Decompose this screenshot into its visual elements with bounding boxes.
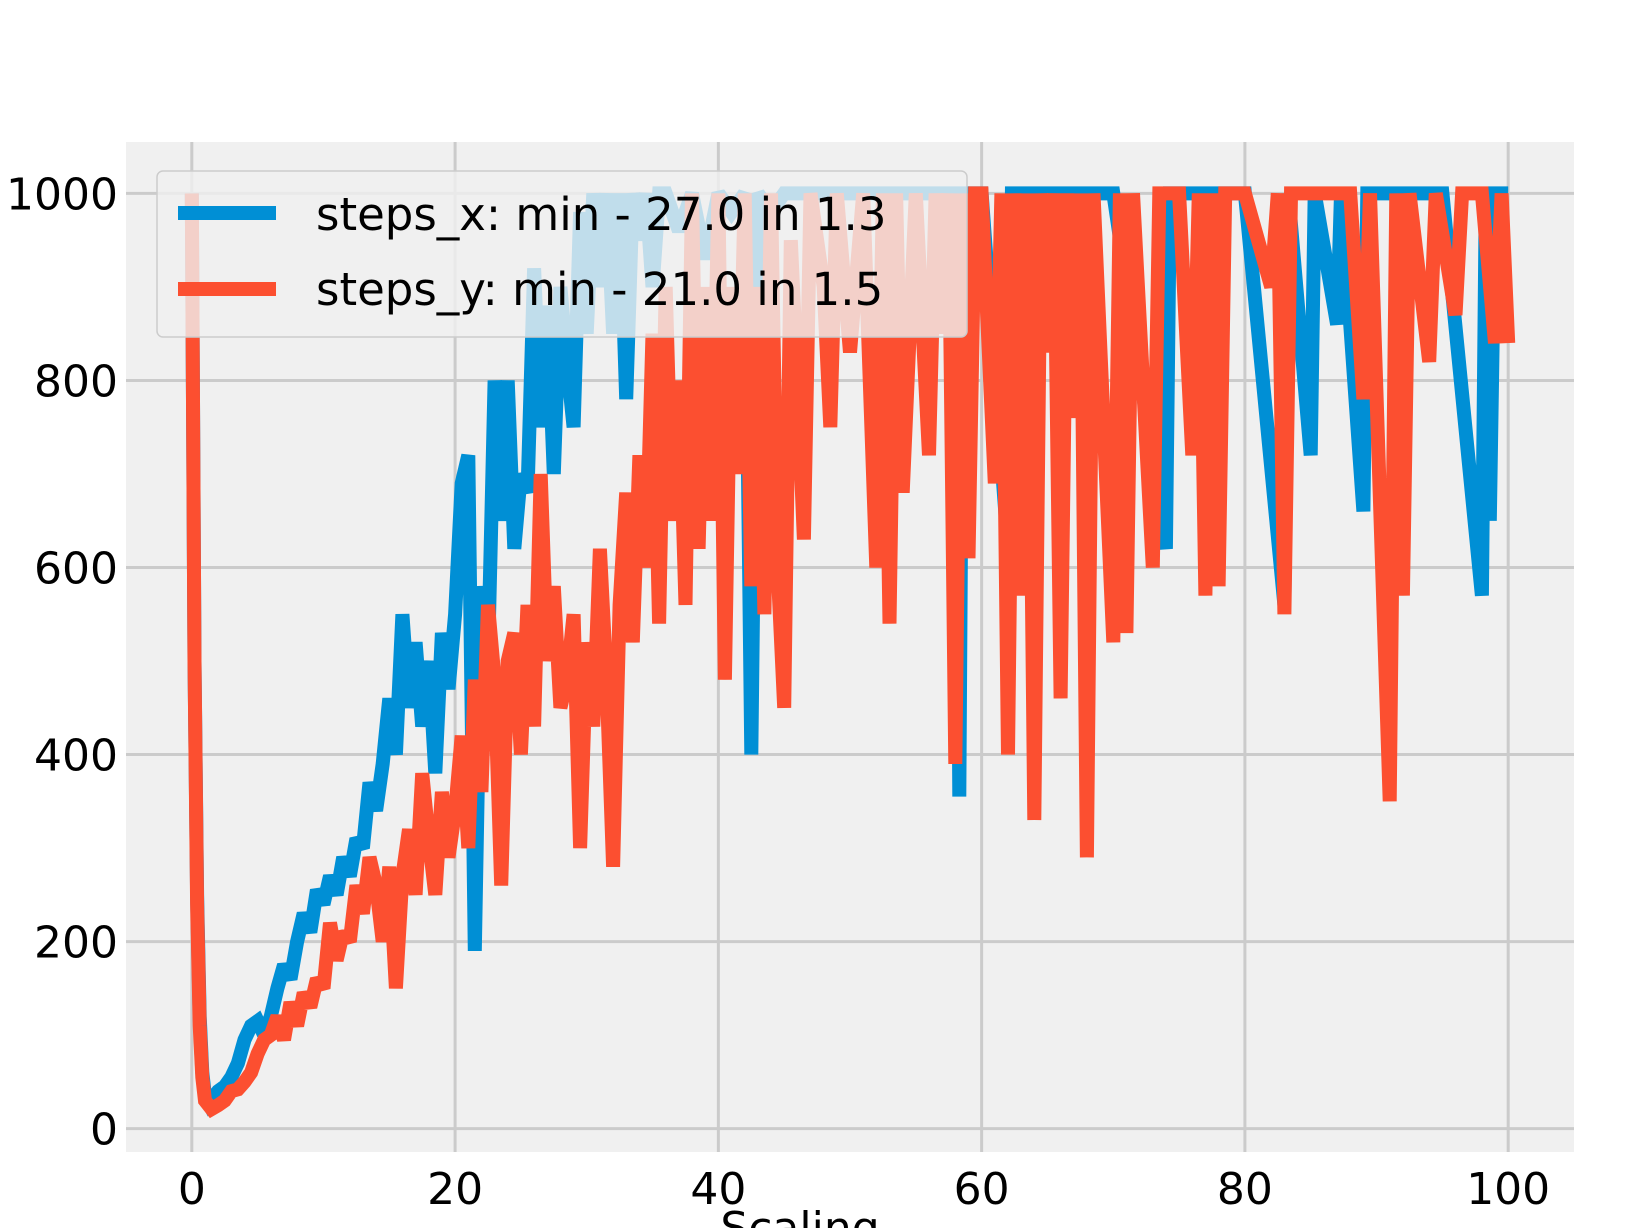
y-tick-label: 400: [34, 731, 118, 782]
y-tick-label: 0: [90, 1105, 118, 1156]
y-tick-label: 200: [34, 918, 118, 969]
x-tick-label: 100: [1466, 1164, 1550, 1215]
x-tick-label: 80: [1217, 1164, 1273, 1215]
legend-label-steps-x: steps_x: min - 27.0 in 1.3: [316, 188, 886, 241]
series-layer: [184, 186, 1516, 1119]
legend-label-steps-y: steps_y: min - 21.0 in 1.5: [316, 263, 883, 316]
legend-box: [156, 170, 968, 338]
x-tick-label: 40: [690, 1164, 746, 1215]
x-tick-label: 60: [954, 1164, 1010, 1215]
x-axis-label: Scaling: [720, 1203, 879, 1228]
series-line-steps-y: [184, 186, 1516, 1119]
x-tick-label: 0: [178, 1164, 206, 1215]
y-tick-label: 600: [34, 544, 118, 595]
legend: steps_x: min - 27.0 in 1.3 steps_y: min …: [156, 170, 968, 338]
x-tick-label: 20: [427, 1164, 483, 1215]
y-tick-label: 1000: [6, 169, 118, 220]
y-tick-label: 800: [34, 356, 118, 407]
